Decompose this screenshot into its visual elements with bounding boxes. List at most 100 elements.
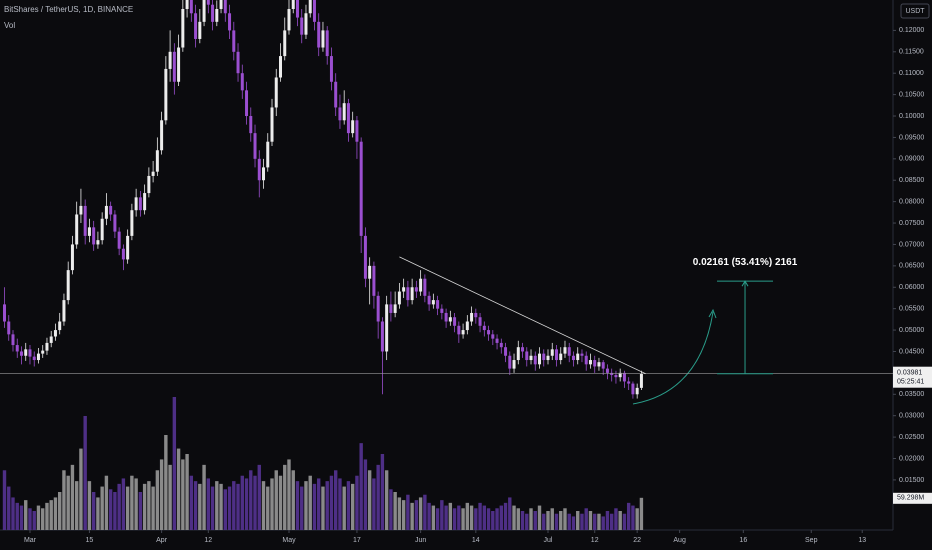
volume-bar — [96, 497, 100, 530]
volume-bar — [202, 464, 206, 530]
volume-bar — [423, 494, 427, 530]
x-tick-label: 15 — [86, 537, 94, 544]
candle-body — [53, 330, 57, 337]
volume-bar — [333, 470, 338, 530]
volume-bar — [74, 481, 79, 530]
candle-body — [529, 355, 533, 361]
candle-body — [15, 345, 19, 352]
volume-bar — [503, 502, 508, 530]
volume-bar — [546, 511, 550, 530]
volume-bar — [278, 475, 283, 530]
candle-body — [278, 56, 282, 78]
volume-title: Vol — [4, 21, 15, 30]
candle-body — [87, 227, 91, 236]
candle-body — [181, 8, 185, 48]
candle-body — [491, 334, 495, 339]
candle-body — [232, 30, 236, 52]
candle-body — [618, 372, 622, 378]
volume-bar — [584, 508, 588, 530]
volume-bar — [151, 486, 155, 530]
volume-bar — [491, 511, 495, 530]
candle-body — [185, 0, 189, 9]
countdown-label: 05:25:41 — [897, 379, 924, 386]
price-pane — [3, 0, 643, 399]
candle-body — [465, 321, 469, 331]
y-tick-label: 0.11500 — [899, 49, 924, 56]
candle-body — [542, 353, 546, 361]
candle-body — [538, 353, 542, 365]
candle-body — [567, 347, 571, 356]
volume-bar — [266, 486, 270, 530]
volume-bar — [418, 497, 423, 530]
volume-bar — [79, 448, 83, 530]
y-tick-label: 0.06500 — [899, 263, 924, 270]
volume-bar — [215, 481, 219, 530]
volume-bar — [626, 502, 631, 530]
candle-body — [338, 107, 342, 121]
y-tick-label: 0.11000 — [899, 70, 924, 77]
candle-body — [45, 342, 49, 351]
candle-body — [631, 383, 635, 395]
volume-bar — [384, 470, 389, 530]
volume-bar — [363, 459, 368, 530]
candle-body — [601, 362, 605, 369]
candle-body — [283, 30, 287, 57]
volume-bar — [554, 513, 559, 530]
candle-body — [546, 355, 550, 361]
candle-body — [11, 334, 15, 346]
volume-bar — [155, 470, 160, 530]
candle-body — [70, 244, 74, 271]
volume-bar — [478, 502, 482, 530]
volume-bar — [83, 416, 87, 530]
candle-body — [109, 205, 113, 215]
x-tick-label: May — [282, 537, 296, 544]
y-tick-label: 0.09000 — [899, 156, 924, 163]
candle-body — [266, 141, 270, 168]
candle-body — [249, 116, 253, 134]
candle-body — [597, 362, 601, 367]
candle-body — [516, 347, 520, 361]
volume-bar — [393, 492, 397, 530]
volume-bar — [622, 513, 627, 530]
volume-bar — [614, 508, 618, 530]
candle-body — [291, 0, 295, 9]
candle-body — [533, 355, 537, 365]
candle-body — [614, 375, 618, 378]
candle-body — [83, 205, 87, 236]
candle-body — [525, 351, 529, 361]
x-tick-label: 16 — [739, 537, 747, 544]
y-tick-label: 0.09500 — [899, 134, 924, 141]
volume-bar — [529, 508, 533, 530]
candle-body — [41, 350, 45, 354]
volume-bar — [588, 511, 593, 530]
chart-title: BitShares / TetherUS, 1D, BINANCE — [4, 5, 133, 14]
volume-bar — [346, 481, 351, 530]
candle-body — [121, 248, 125, 260]
volume-bar — [559, 511, 563, 530]
candle-body — [334, 81, 338, 108]
volume-bar — [380, 454, 385, 530]
volume-bar — [19, 505, 24, 530]
volume-bar — [24, 500, 28, 530]
volume-bar — [70, 464, 75, 530]
volume-bar — [134, 478, 138, 530]
volume-bar — [185, 454, 189, 530]
candle-body — [431, 300, 435, 305]
volume-bar — [168, 464, 172, 530]
volume-bar — [542, 513, 546, 530]
candle-body — [584, 355, 588, 365]
annotations: 0.02161 (53.41%) 2161 — [0, 256, 893, 405]
volume-bar — [189, 475, 194, 530]
volume-bar — [401, 500, 406, 530]
volume-bar — [376, 464, 380, 530]
y-tick-label: 0.10500 — [899, 91, 924, 98]
volume-bar — [304, 481, 308, 530]
volume-bar — [117, 483, 121, 530]
candle-body — [351, 120, 355, 134]
candle-body — [79, 205, 83, 215]
candle-body — [300, 17, 304, 35]
candle-body — [3, 304, 7, 322]
candle-body — [457, 325, 461, 335]
candle-body — [19, 351, 23, 356]
